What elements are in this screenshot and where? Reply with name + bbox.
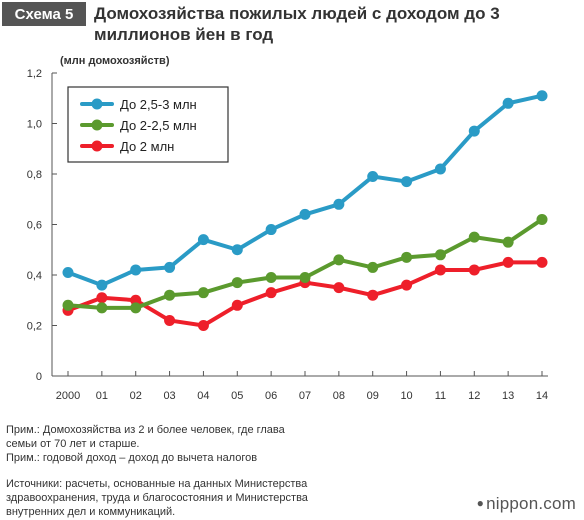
chart-notes: Прим.: Домохозяйства из 2 и более челове…	[6, 423, 406, 465]
y-tick-label: 0	[36, 371, 42, 383]
x-tick-label: 12	[468, 390, 480, 402]
y-tick-label: 0,8	[27, 169, 42, 181]
legend-swatch-marker	[91, 119, 103, 131]
legend-swatch-marker	[91, 140, 103, 152]
x-tick-label: 03	[163, 390, 175, 402]
data-point	[265, 224, 277, 236]
x-tick-label: 02	[130, 390, 142, 402]
y-tick-label: 0,4	[27, 270, 42, 282]
x-tick-label: 05	[231, 390, 243, 402]
legend-label: До 2-2,5 млн	[120, 118, 197, 133]
data-point	[333, 254, 345, 266]
data-point	[468, 231, 480, 243]
source-line: здравоохранения, труда и благосостояния …	[6, 492, 308, 504]
data-point	[502, 97, 514, 109]
source-line: внутренних дел и коммуникаций.	[6, 506, 176, 518]
chart-series	[62, 90, 548, 331]
data-point	[197, 234, 209, 246]
series-group	[62, 213, 548, 314]
brand-logo: ● nippon.com	[477, 494, 576, 514]
data-point	[333, 198, 345, 210]
data-point	[265, 287, 277, 299]
line-chart: 0 0,2 0,4 0,6 0,8 1,0 1,2 2000 01 02 03 04 05 06 07 08 0…	[27, 68, 548, 402]
chart-axes: 0 0,2 0,4 0,6 0,8 1,0 1,2 2000 01 02 03 04 05 06 07 08 0…	[27, 68, 548, 402]
data-point	[96, 292, 108, 304]
note-line: семьи от 70 лет и старше.	[6, 438, 140, 450]
data-point	[62, 299, 74, 311]
data-point	[401, 176, 413, 188]
data-point	[502, 236, 514, 248]
data-point	[367, 261, 379, 273]
y-axis-unit-label: (млн домохозяйств)	[60, 55, 170, 67]
data-point	[434, 249, 446, 261]
data-point	[164, 314, 176, 326]
data-point	[536, 213, 548, 225]
chart-sources: Источники: расчеты, основанные на данных…	[6, 477, 406, 519]
y-tick-label: 0,6	[27, 220, 42, 232]
brand-name: nippon.com	[486, 494, 576, 513]
data-point	[299, 208, 311, 220]
chart-title: Домохозяйства пожилых людей с доходом до…	[94, 4, 500, 44]
data-point	[333, 282, 345, 294]
data-point	[367, 289, 379, 301]
y-tick-label: 1,2	[27, 68, 42, 80]
y-tick-label: 1,0	[27, 119, 42, 131]
data-point	[197, 320, 209, 331]
data-point	[96, 279, 108, 291]
data-point	[130, 264, 142, 276]
note-line: Прим.: годовой доход – доход до вычета н…	[6, 452, 258, 464]
brand-dot-icon: ●	[476, 496, 485, 510]
data-point	[231, 299, 243, 311]
data-point	[96, 302, 108, 314]
series-group	[62, 90, 548, 291]
data-point	[197, 287, 209, 299]
x-tick-label: 08	[333, 390, 345, 402]
x-tick-label: 14	[536, 390, 548, 402]
note-line: Прим.: Домохозяйства из 2 и более челове…	[6, 424, 285, 436]
data-point	[231, 244, 243, 256]
y-tick-label: 0,2	[27, 321, 42, 333]
data-point	[62, 266, 74, 278]
data-point	[468, 264, 480, 276]
x-tick-label: 06	[265, 390, 277, 402]
data-point	[130, 294, 142, 306]
x-tick-label: 10	[400, 390, 412, 402]
data-point	[502, 256, 514, 268]
figure-badge: Схема 5	[2, 2, 86, 26]
chart-legend: До 2,5-3 млн До 2-2,5 млн До 2 млн	[67, 86, 229, 163]
legend-label: До 2,5-3 млн	[120, 97, 197, 112]
source-line: Источники: расчеты, основанные на данных…	[6, 478, 308, 490]
data-point	[434, 264, 446, 276]
x-tick-label: 09	[367, 390, 379, 402]
data-point	[468, 125, 480, 137]
data-point	[401, 251, 413, 263]
x-tick-label: 07	[299, 390, 311, 402]
x-tick-label: 13	[502, 390, 514, 402]
data-point	[299, 272, 311, 284]
data-point	[164, 261, 176, 273]
data-point	[164, 289, 176, 301]
x-tick-label: 2000	[56, 390, 80, 402]
series-line	[66, 217, 544, 310]
data-point	[231, 277, 243, 289]
legend-swatch-marker	[91, 98, 103, 110]
x-tick-label: 04	[197, 390, 209, 402]
data-point	[536, 256, 548, 268]
data-point	[265, 272, 277, 284]
data-point	[367, 171, 379, 183]
legend-label: До 2 млн	[120, 139, 174, 154]
data-point	[130, 302, 142, 314]
x-tick-label: 01	[96, 390, 108, 402]
data-point	[401, 279, 413, 291]
data-point	[434, 163, 446, 175]
x-tick-label: 11	[435, 390, 446, 402]
data-point	[536, 90, 548, 102]
